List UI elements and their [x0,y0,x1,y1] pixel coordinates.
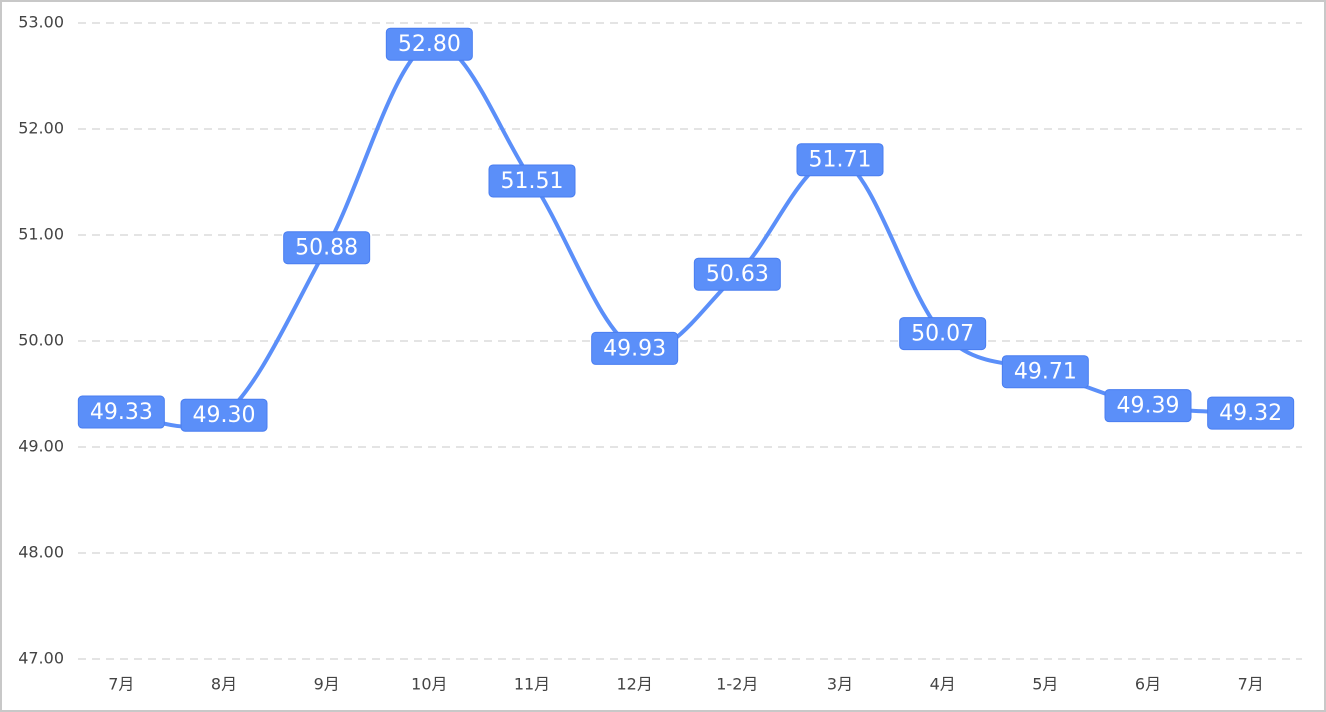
y-tick-label: 47.00 [18,649,64,668]
value-label-box [77,395,165,429]
x-tick-label: 6月 [1135,675,1161,694]
value-label-box [180,398,268,432]
value-label: 51.51 [501,169,564,194]
value-label-box [899,317,987,351]
x-tick-label: 4月 [930,675,956,694]
x-tick-label: 11月 [514,675,550,694]
value-label: 50.88 [295,236,358,261]
y-tick-label: 50.00 [18,331,64,350]
x-tick-label: 7月 [108,675,134,694]
value-label: 49.33 [90,400,153,425]
value-label-box [488,164,576,198]
value-label: 52.80 [398,32,461,57]
value-label-box [283,231,371,265]
x-tick-label: 8月 [211,675,237,694]
x-tick-label: 3月 [827,675,853,694]
y-tick-label: 48.00 [18,543,64,562]
y-tick-label: 53.00 [18,13,64,32]
value-label: 51.71 [809,148,872,173]
value-label: 49.32 [1219,401,1282,426]
value-label-box [1001,355,1089,389]
value-label: 49.71 [1014,360,1077,385]
value-label: 50.63 [706,262,769,287]
y-tick-label: 51.00 [18,225,64,244]
value-label: 49.93 [603,336,666,361]
value-label-box [385,27,473,61]
value-label-box [693,257,781,291]
value-label-box [1207,396,1295,430]
value-label: 50.07 [911,322,974,347]
value-label-box [1104,389,1192,423]
x-tick-label: 9月 [314,675,340,694]
value-label-box [796,143,884,177]
y-tick-label: 49.00 [18,437,64,456]
x-tick-label: 1-2月 [716,675,758,694]
x-tick-label: 7月 [1238,675,1264,694]
x-tick-label: 5月 [1032,675,1058,694]
x-tick-label: 10月 [411,675,447,694]
x-tick-label: 12月 [616,675,652,694]
y-tick-label: 52.00 [18,119,64,138]
value-label: 49.30 [193,403,256,428]
value-label: 49.39 [1117,394,1180,419]
value-label-box [591,331,679,365]
